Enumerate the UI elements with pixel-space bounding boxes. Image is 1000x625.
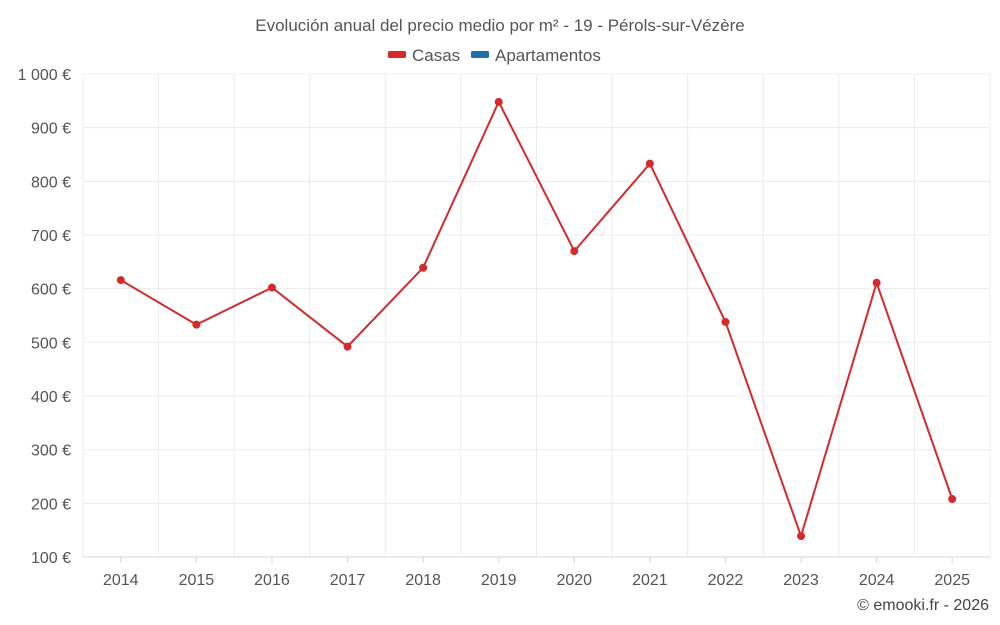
legend-swatch-casas	[388, 51, 406, 58]
y-tick-label: 700 €	[31, 228, 71, 245]
x-axis: 2014 2015 2016 2017 2018 2019 2020 2021 2022 2023…	[83, 556, 990, 589]
series-line-casas	[120, 100, 954, 538]
x-tick-label: 2023	[783, 572, 819, 589]
x-tick-label: 2024	[859, 572, 895, 589]
data-point-2025[interactable]	[948, 495, 957, 504]
credit-text: © emooki.fr - 2026	[857, 597, 989, 614]
x-tick-label: 2017	[330, 572, 366, 589]
y-axis: 100 € 200 € 300 € 400 € 500 € 600 € 700 € 800 €…	[18, 67, 71, 567]
y-tick-label: 1 000 €	[18, 67, 71, 84]
data-point-2024[interactable]	[872, 278, 881, 287]
x-tick-label: 2014	[103, 572, 139, 589]
y-tick-label: 200 €	[31, 496, 71, 513]
chart-legend: Casas Apartamentos	[388, 46, 601, 65]
y-tick-label: 400 €	[31, 389, 71, 406]
y-tick-label: 600 €	[31, 282, 71, 299]
x-tick-label: 2021	[632, 572, 668, 589]
data-point-2014[interactable]	[116, 276, 125, 285]
x-tick-label: 2025	[934, 572, 970, 589]
data-point-2017[interactable]	[343, 342, 352, 351]
y-tick-label: 300 €	[31, 443, 71, 460]
y-tick-label: 500 €	[31, 335, 71, 352]
data-point-2023[interactable]	[797, 532, 806, 541]
x-tick-label: 2019	[481, 572, 517, 589]
chart-title: Evolución anual del precio medio por m² …	[255, 16, 744, 35]
y-tick-label: 800 €	[31, 174, 71, 191]
legend-label-casas[interactable]: Casas	[412, 46, 460, 65]
data-point-2018[interactable]	[419, 263, 428, 272]
legend-swatch-apartamentos	[471, 51, 489, 58]
data-point-2016[interactable]	[267, 283, 276, 292]
data-point-2020[interactable]	[570, 247, 579, 256]
chart-grid	[82, 73, 991, 558]
data-point-2019[interactable]	[494, 97, 503, 106]
data-point-2022[interactable]	[721, 317, 730, 326]
x-tick-label: 2015	[179, 572, 215, 589]
x-tick-label: 2018	[405, 572, 441, 589]
data-point-2015[interactable]	[192, 320, 201, 329]
series-group	[116, 97, 957, 541]
x-tick-label: 2020	[556, 572, 592, 589]
y-tick-label: 100 €	[31, 550, 71, 567]
x-tick-label: 2022	[708, 572, 744, 589]
legend-label-apartamentos[interactable]: Apartamentos	[495, 46, 601, 65]
y-tick-label: 900 €	[31, 121, 71, 138]
x-tick-label: 2016	[254, 572, 290, 589]
data-point-2021[interactable]	[645, 159, 654, 168]
